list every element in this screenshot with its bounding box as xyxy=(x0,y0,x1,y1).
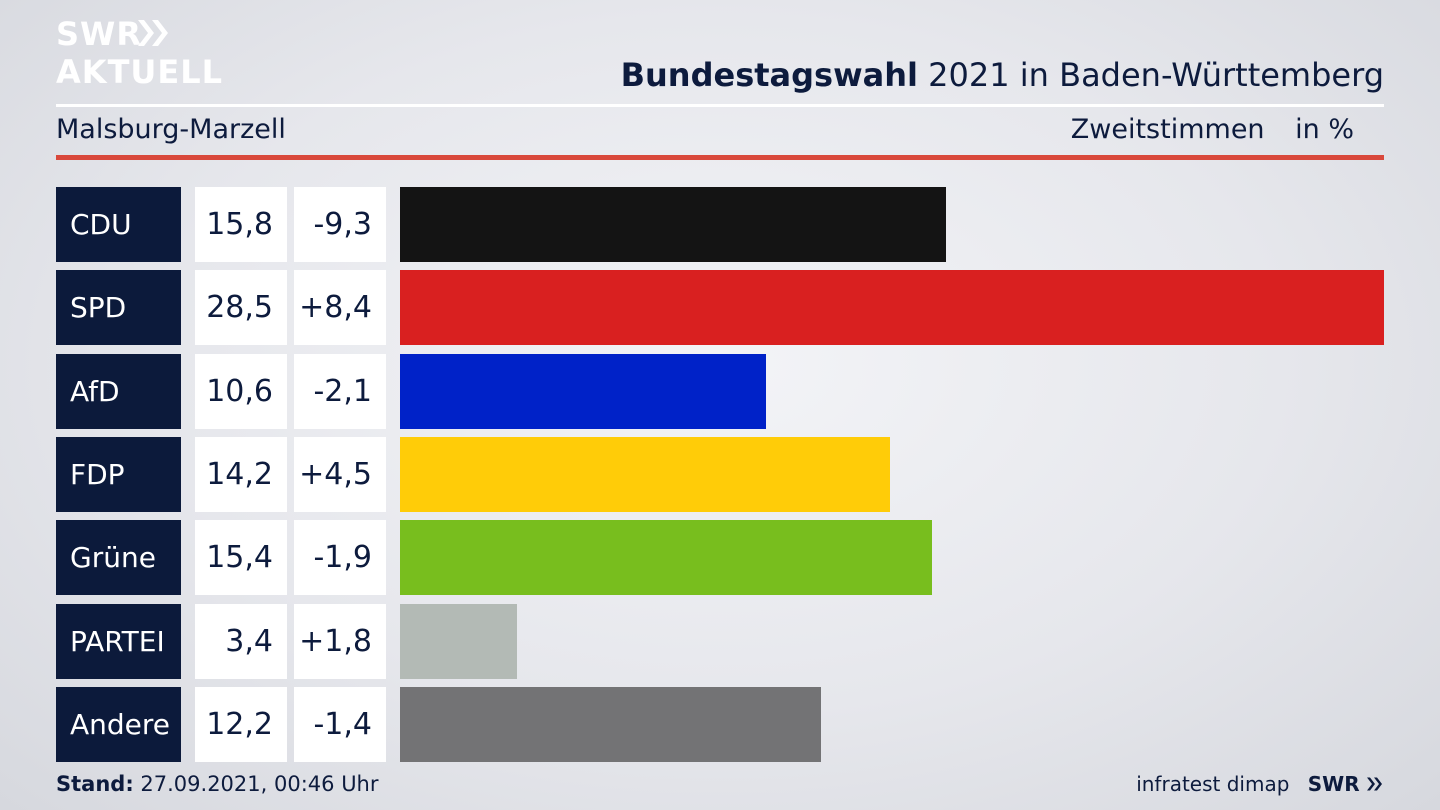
party-label: AfD xyxy=(56,353,181,429)
party-label: Andere xyxy=(56,686,181,762)
swr-aktuell-logo: SWR AKTUELL xyxy=(56,16,226,94)
party-label: FDP xyxy=(56,436,181,512)
brand-label: SWR xyxy=(1307,772,1360,796)
accent-divider xyxy=(56,155,1384,160)
value-label: 10,6 xyxy=(195,353,287,429)
change-label: -1,4 xyxy=(294,686,386,762)
title-rest: 2021 in Baden-Württemberg xyxy=(928,56,1384,94)
bar-row: Grüne 15,4 -1,9 xyxy=(56,520,1384,596)
logo-line-1: SWR xyxy=(56,15,142,53)
change-label: +1,8 xyxy=(294,603,386,679)
value-label: 15,8 xyxy=(195,187,287,262)
stand-label: Stand: xyxy=(56,772,134,796)
bar xyxy=(400,353,766,429)
bar-row: Andere 12,2 -1,4 xyxy=(56,686,1384,762)
bar xyxy=(400,686,821,762)
stand-value: 27.09.2021, 00:46 Uhr xyxy=(140,772,379,796)
party-label: Grüne xyxy=(56,520,181,596)
source-credit: infratest dimap SWR xyxy=(1136,772,1384,796)
bar-row: PARTEI 3,4 +1,8 xyxy=(56,603,1384,679)
party-label: SPD xyxy=(56,270,181,346)
change-label: -1,9 xyxy=(294,520,386,596)
change-label: -2,1 xyxy=(294,353,386,429)
value-label: 15,4 xyxy=(195,520,287,596)
timestamp: Stand: 27.09.2021, 00:46 Uhr xyxy=(56,772,379,796)
brand-chevrons-icon xyxy=(1367,777,1382,791)
unit-label: in % xyxy=(1295,114,1354,145)
measure-label: Zweitstimmen in % xyxy=(1071,114,1354,145)
bar-row: SPD 28,5 +8,4 xyxy=(56,270,1384,346)
bar xyxy=(400,270,1384,346)
party-label: PARTEI xyxy=(56,603,181,679)
bar-row: AfD 10,6 -2,1 xyxy=(56,353,1384,429)
change-label: +8,4 xyxy=(294,270,386,346)
location-label: Malsburg-Marzell xyxy=(56,114,286,145)
value-label: 14,2 xyxy=(195,436,287,512)
title-bold: Bundestagswahl xyxy=(620,56,918,94)
bar-row: FDP 14,2 +4,5 xyxy=(56,436,1384,512)
change-label: -9,3 xyxy=(294,187,386,262)
measure-name: Zweitstimmen xyxy=(1070,114,1265,145)
bar xyxy=(400,603,517,679)
bar xyxy=(400,520,932,596)
chart-title: Bundestagswahl 2021 in Baden-Württemberg xyxy=(621,56,1384,94)
bar xyxy=(400,436,890,512)
change-label: +4,5 xyxy=(294,436,386,512)
logo-chevrons-icon xyxy=(138,20,168,46)
bar xyxy=(400,187,946,262)
value-label: 28,5 xyxy=(195,270,287,346)
party-label: CDU xyxy=(56,187,181,262)
source-label: infratest dimap xyxy=(1136,772,1290,796)
value-label: 3,4 xyxy=(195,603,287,679)
bar-row: CDU 15,8 -9,3 xyxy=(56,187,1384,262)
value-label: 12,2 xyxy=(195,686,287,762)
header-divider xyxy=(56,104,1384,107)
logo-line-2: AKTUELL xyxy=(56,53,224,91)
